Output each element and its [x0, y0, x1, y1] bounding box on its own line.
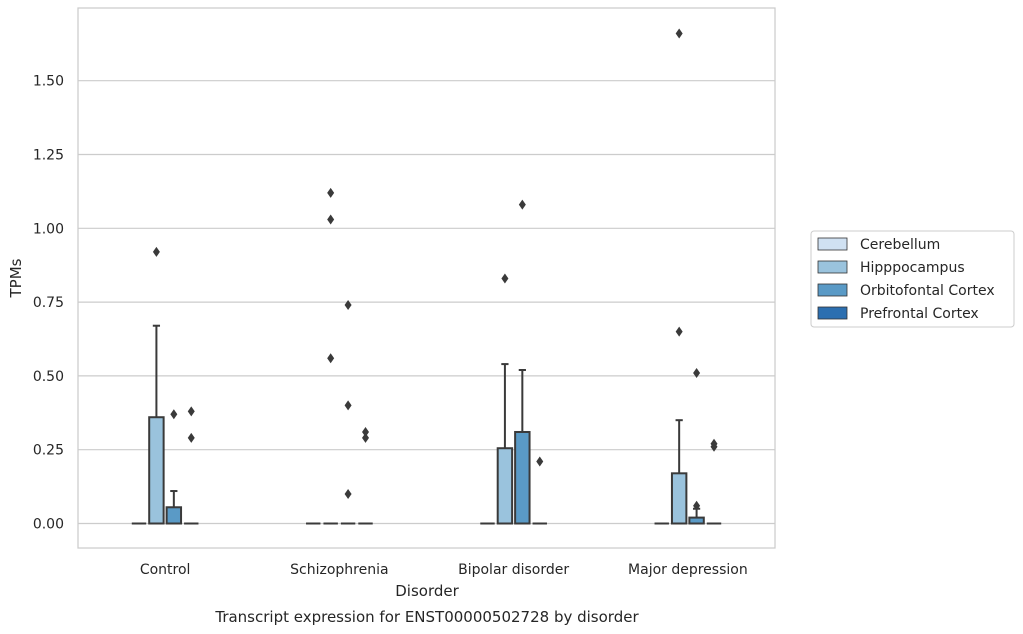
box-hipppocampus-bipolar-disorder [496, 273, 514, 525]
box-prefrontal-cortex-schizophrenia [358, 426, 373, 525]
legend-label-prefrontal-cortex: Prefrontal Cortex [860, 306, 979, 322]
legend-frame [810, 230, 1015, 328]
chart-title: Transcript expression for ENST0000050272… [214, 608, 639, 626]
y-tick-label: 0.75 [33, 295, 64, 311]
box-prefrontal-cortex-bipolar-disorder [532, 456, 547, 525]
outlier-point [362, 426, 370, 437]
plot-frame [77, 7, 776, 549]
outlier-point [693, 500, 701, 511]
x-tick-label: Bipolar disorder [458, 562, 569, 578]
outlier-point [344, 400, 352, 411]
outlier-point [187, 406, 195, 417]
outlier-point [710, 438, 718, 449]
outlier-point [536, 456, 544, 467]
box-prefrontal-cortex-control [184, 406, 199, 525]
outlier-point [693, 367, 701, 378]
x-tick-label: Major depression [628, 562, 748, 578]
outlier-point [518, 199, 526, 210]
y-tick-label: 1.50 [33, 74, 64, 90]
legend: Cerebellum Hipppocampus Orbitofontal Cor… [810, 230, 1015, 328]
y-tick-label: 0.00 [33, 517, 64, 533]
y-tick-label: 1.25 [33, 148, 64, 164]
outlier-point [362, 432, 370, 443]
legend-label-orbitofrontal-cortex: Orbitofontal Cortex [860, 283, 995, 299]
y-tick-label: 0.50 [33, 369, 64, 385]
outlier-point [501, 273, 509, 284]
legend-swatch-hippocampus [817, 260, 848, 274]
box-orbitofontal-cortex-bipolar-disorder [514, 199, 531, 525]
x-tick-label: Schizophrenia [290, 562, 388, 578]
box-orbitofontal-cortex-control [165, 409, 183, 525]
legend-swatch-prefrontal-cortex [817, 306, 848, 320]
box-orbitofontal-cortex-schizophrenia [340, 300, 356, 525]
box-body [148, 416, 165, 525]
y-tick-label: 0.25 [33, 443, 64, 459]
legend-swatch-cerebellum [817, 237, 848, 251]
legend-label-cerebellum: Cerebellum [860, 237, 940, 253]
outlier-point [327, 214, 335, 225]
outlier-point [675, 28, 683, 39]
legend-label-hippocampus: Hipppocampus [860, 260, 965, 276]
box-hipppocampus-schizophrenia [323, 187, 338, 525]
y-tick-label: 1.00 [33, 221, 64, 237]
legend-swatch-orbitofrontal-cortex [817, 283, 848, 297]
outlier-point [327, 187, 335, 198]
box-orbitofontal-cortex-major-depression [688, 367, 705, 525]
y-tick-labels: 0.00 0.25 0.50 0.75 1.00 1.25 1.50 [33, 74, 64, 533]
box-body [165, 506, 183, 525]
box-hipppocampus-control [148, 246, 165, 525]
box-prefrontal-cortex-major-depression [706, 438, 722, 525]
box-body [670, 472, 688, 525]
outlier-point [675, 326, 683, 337]
outlier-point [187, 432, 195, 443]
box-body [514, 430, 531, 525]
box-hipppocampus-major-depression [670, 28, 688, 525]
x-axis-title: Disorder [395, 582, 459, 600]
x-tick-label: Control [140, 562, 191, 578]
outlier-point [170, 409, 178, 420]
outlier-point [152, 246, 160, 257]
outlier-point [344, 488, 352, 499]
y-axis-title: TPMs [7, 258, 25, 298]
outlier-point [327, 353, 335, 364]
outlier-point [344, 300, 352, 311]
box-body [496, 447, 514, 525]
x-tick-labels: Control Schizophrenia Bipolar disorder Majo… [140, 562, 748, 578]
boxes [131, 28, 722, 525]
